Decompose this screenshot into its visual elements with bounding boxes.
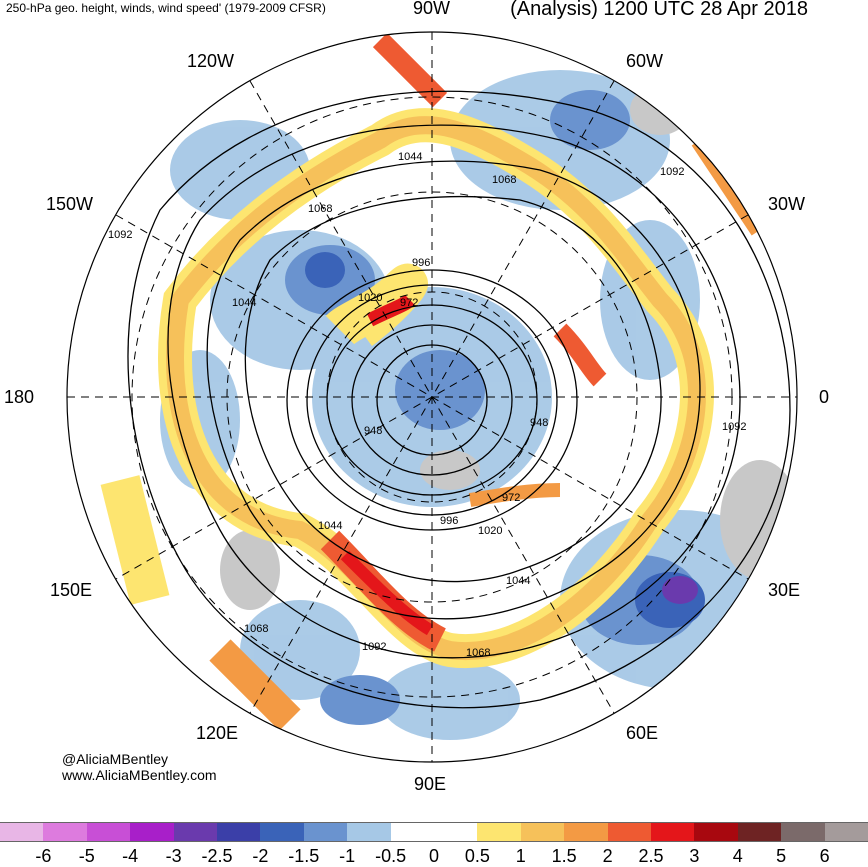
colorbar-tick-label: 5 <box>776 846 787 866</box>
contour-label: 996 <box>440 515 458 527</box>
colorbar-swatch <box>520 822 565 842</box>
lon-label-150w: 150W <box>46 194 94 214</box>
lon-label-180: 180 <box>4 387 35 407</box>
contour-label: 972 <box>400 297 418 309</box>
contour-label: 1068 <box>466 647 490 659</box>
lon-label-90w: 90W <box>413 0 451 18</box>
credit-site: www.AliciaMBentley.com <box>62 767 217 783</box>
contour-label: 972 <box>502 492 520 504</box>
lon-label-0: 0 <box>819 387 830 407</box>
colorbar-tick-label: 0 <box>428 846 440 866</box>
contour-label: 1044 <box>506 575 530 587</box>
credit-handle: @AliciaMBentley <box>62 751 169 767</box>
contour-label: 996 <box>412 257 430 269</box>
colorbar-swatch <box>0 822 44 842</box>
lon-label-120e: 120E <box>196 723 239 743</box>
colorbar-swatch <box>217 822 261 842</box>
colorbar-swatch <box>607 822 652 842</box>
contour-label: 1044 <box>318 520 342 532</box>
colorbar-swatch <box>824 822 868 842</box>
colorbar-swatch <box>434 822 478 842</box>
colorbar-tick-label: 1 <box>515 846 526 866</box>
colorbar-tick-label: 2.5 <box>638 846 664 866</box>
contour-label: 1092 <box>722 421 746 433</box>
colorbar: -6 -5 -4 -3 -2.5 -2 -1.5 -1 -0.5 0 0.5 1 1.5 2 2.5 3 4 5 6 <box>0 822 868 866</box>
lon-label-60w: 60W <box>626 51 664 71</box>
lon-label-120w: 120W <box>187 51 235 71</box>
polar-map: 1044 1068 1092 1092 1068 1044 996 1020 9… <box>66 31 798 763</box>
colorbar-tick-label: 1.5 <box>551 846 577 866</box>
colorbar-tick-label: -6 <box>35 846 52 866</box>
colorbar-swatch <box>43 822 88 842</box>
colorbar-tick-label: 2 <box>602 846 613 866</box>
contour-label: 1044 <box>398 151 422 163</box>
colorbar-tick-label: -1 <box>339 846 356 866</box>
map-subtitle: 250-hPa geo. height, winds, wind speed' … <box>6 1 326 15</box>
colorbar-swatch <box>390 822 435 842</box>
colorbar-swatch <box>86 822 131 842</box>
colorbar-swatch <box>130 822 175 842</box>
colorbar-swatch <box>694 822 739 842</box>
colorbar-tick-label: 0.5 <box>464 846 490 866</box>
colorbar-tick-label: -1.5 <box>288 846 320 866</box>
colorbar-tick-label: 3 <box>689 846 700 866</box>
lon-label-30w: 30W <box>768 194 806 214</box>
map-title: (Analysis) 1200 UTC 28 Apr 2018 <box>510 0 808 20</box>
contour-label: 1044 <box>232 297 256 309</box>
colorbar-tick-label: -2.5 <box>201 846 233 866</box>
colorbar-swatch <box>477 822 522 842</box>
colorbar-tick-label: 6 <box>819 846 830 866</box>
contour-label: 1068 <box>308 203 332 215</box>
colorbar-swatch <box>564 822 609 842</box>
colorbar-swatch <box>781 822 826 842</box>
colorbar-tick-label: -5 <box>78 846 95 866</box>
contour-label: 1020 <box>358 292 382 304</box>
colorbar-tick-label: -2 <box>252 846 269 866</box>
colorbar-tick-label: 4 <box>732 846 743 866</box>
lon-label-150e: 150E <box>50 580 93 600</box>
contour-label: 1092 <box>108 229 132 241</box>
colorbar-swatch <box>347 822 392 842</box>
contour-label: 1068 <box>492 174 516 186</box>
colorbar-swatch <box>737 822 782 842</box>
contour-label: 948 <box>364 425 382 437</box>
contour-label: 1092 <box>362 641 386 653</box>
colorbar-swatch <box>303 822 348 842</box>
lon-label-60e: 60E <box>626 723 659 743</box>
contour-label: 948 <box>530 417 548 429</box>
colorbar-swatch <box>260 822 305 842</box>
colorbar-swatch <box>173 822 218 842</box>
lon-label-90e: 90E <box>414 774 447 794</box>
lon-label-30e: 30E <box>768 580 801 600</box>
contour-label: 1068 <box>244 623 268 635</box>
contour-label: 1092 <box>660 166 684 178</box>
colorbar-tick-label: -4 <box>122 846 139 866</box>
colorbar-tick-label: -3 <box>165 846 182 866</box>
colorbar-swatch <box>651 822 695 842</box>
contour-label: 1020 <box>478 525 502 537</box>
colorbar-tick-label: -0.5 <box>375 846 407 866</box>
